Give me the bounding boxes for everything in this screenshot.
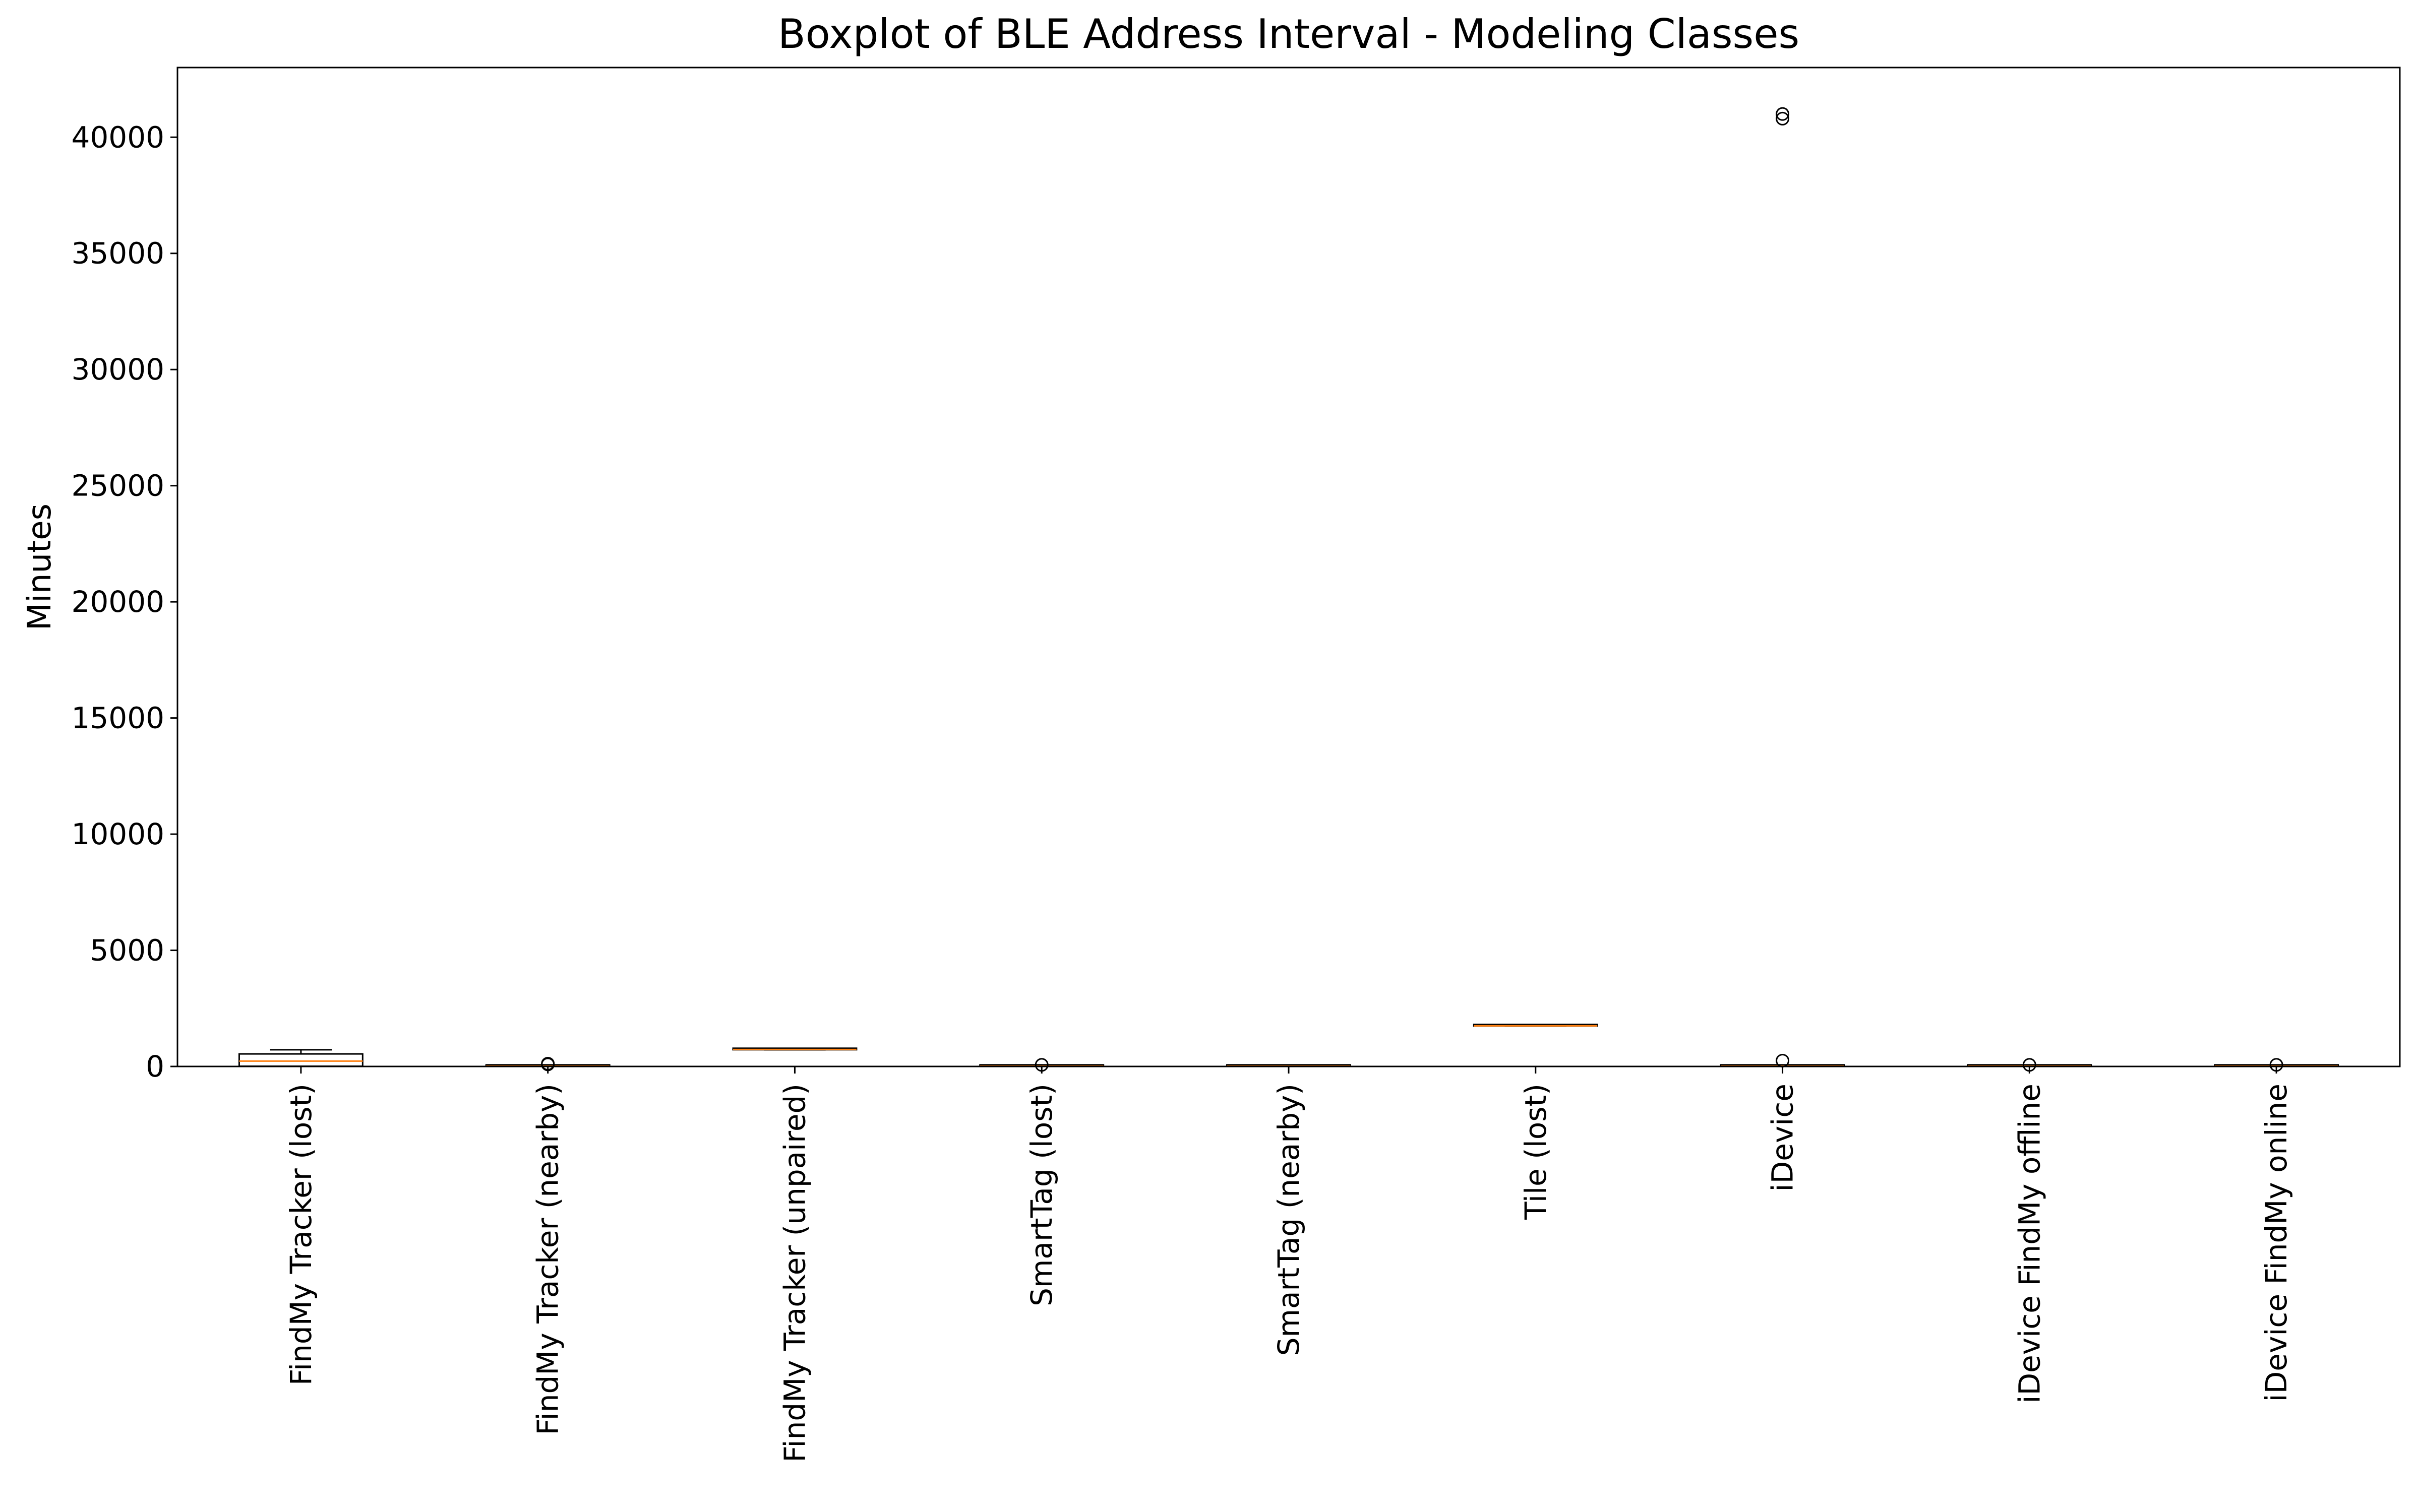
outlier-point (2269, 1058, 2283, 1072)
y-tick-label: 30000 (71, 352, 164, 387)
x-tick-label: iDevice (1766, 1084, 1800, 1191)
x-tick-label: FindMy Tracker (lost) (284, 1084, 318, 1385)
x-axis: FindMy Tracker (lost) FindMy Tracker (nea… (284, 1066, 2293, 1463)
x-tick-label: Tile (lost) (1519, 1084, 1553, 1220)
y-tick-label: 0 (146, 1049, 164, 1084)
box-7 (1720, 107, 1845, 1067)
y-tick-label: 35000 (71, 236, 164, 271)
boxes (238, 107, 2339, 1072)
plot-area-frame (176, 67, 2401, 1067)
x-tick-label: iDevice FindMy online (2259, 1084, 2293, 1402)
x-tick-label: FindMy Tracker (nearby) (531, 1084, 565, 1435)
x-tick-label: iDevice FindMy offline (2012, 1084, 2046, 1404)
x-tick-label: SmartTag (lost) (1024, 1084, 1059, 1306)
box-1 (238, 1049, 364, 1067)
outlier-point (1035, 1058, 1049, 1072)
y-tick-label: 20000 (71, 585, 164, 619)
y-tick-label: 10000 (71, 817, 164, 851)
box-iqr (238, 1053, 364, 1067)
y-tick-label: 15000 (71, 701, 164, 735)
y-tick-label: 5000 (90, 933, 164, 968)
outlier-point (541, 1056, 555, 1070)
x-tick-label: SmartTag (nearby) (1272, 1084, 1306, 1356)
x-tick-label: FindMy Tracker (unpaired) (777, 1084, 812, 1463)
outlier-point (2022, 1058, 2036, 1072)
outlier-point (1776, 107, 1790, 121)
outlier-point (1776, 111, 1790, 125)
y-tick-label: 25000 (71, 469, 164, 503)
box-3 (732, 1047, 858, 1051)
y-tick-label: 40000 (71, 120, 164, 154)
y-axis-label: Minutes (21, 503, 58, 631)
y-axis: 0 5000 10000 15000 20000 25000 30000 35000 40000 (71, 120, 177, 1084)
box-6 (1473, 1024, 1598, 1027)
chart-title: Boxplot of BLE Address Interval - Modeli… (777, 11, 1800, 57)
